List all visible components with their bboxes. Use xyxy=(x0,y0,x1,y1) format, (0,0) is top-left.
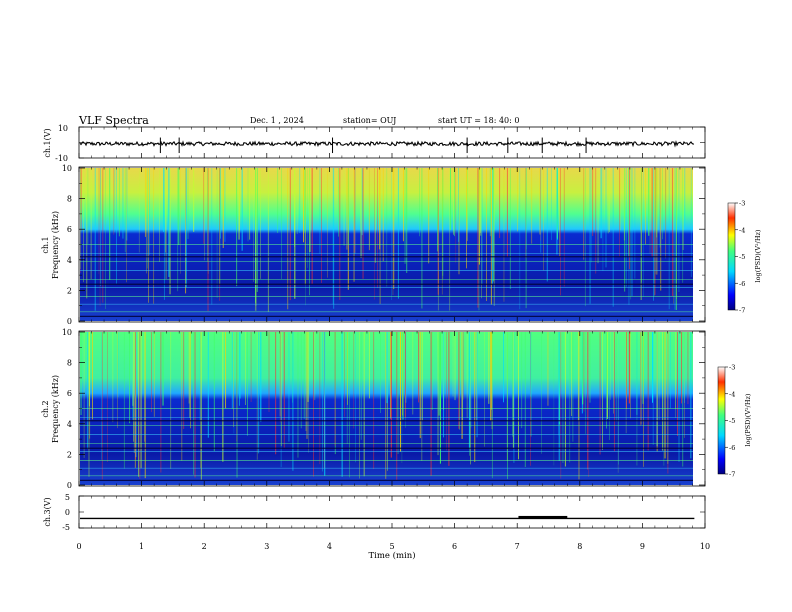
ch2-spectrogram-panel: 10 8 6 4 2 0 ch.2 Frequency (kHz) xyxy=(41,328,706,490)
colorbar-tick-label: -3 xyxy=(729,364,735,372)
xtick-label: 3 xyxy=(264,542,269,551)
ch1-colorbar-label: log(PSD)(V²/Hz) xyxy=(754,229,762,282)
ch2-spectrogram-yaxis: 10 8 6 4 2 0 xyxy=(62,328,705,490)
ch2-spectrogram-marks xyxy=(80,332,693,482)
freq-tick-label: 8 xyxy=(67,195,72,204)
xtick-label: 2 xyxy=(202,542,207,551)
ch3-ytick-bottom: -5 xyxy=(62,523,70,532)
xtick-label: 8 xyxy=(577,542,582,551)
ch1-ytick-bottom: -10 xyxy=(55,154,68,163)
ch2-spectrogram-ylabel-channel: ch.2 xyxy=(41,400,50,417)
ch1-spectrogram-ylabel-channel: ch.1 xyxy=(41,236,50,253)
freq-tick-label: 4 xyxy=(67,420,72,429)
ch3-ytick-middle: 0 xyxy=(65,508,70,517)
freq-tick-label: 2 xyxy=(67,286,72,295)
ch1-waveform-ylabel: ch.1(V) xyxy=(43,128,52,157)
xtick-label: 10 xyxy=(700,542,710,551)
xtick-label: 0 xyxy=(76,542,81,551)
start-time-label: start UT = 18: 40: 0 xyxy=(438,116,519,125)
colorbar-tick-label: -7 xyxy=(739,307,745,315)
xtick-label: 7 xyxy=(515,542,520,551)
xtick-label: 6 xyxy=(452,542,457,551)
xtick-label: 5 xyxy=(389,542,394,551)
colorbar-tick-label: -4 xyxy=(729,390,735,398)
ch1-colorbar: -3 -4 -5 -6 -7 log(PSD)(V²/Hz) xyxy=(727,200,762,315)
figure-title: VLF Spectra xyxy=(78,114,149,127)
ch2-colorbar-label: log(PSD)(V²/Hz) xyxy=(744,393,752,446)
ch2-colorbar-scale xyxy=(717,366,726,475)
colorbar-tick-label: -5 xyxy=(729,417,735,425)
time-axis-label: Time (min) xyxy=(368,550,415,561)
colorbar-tick-label: -6 xyxy=(729,444,735,452)
ch1-spectrogram-ylabel-frequency: Frequency (kHz) xyxy=(51,211,60,279)
xtick-label: 4 xyxy=(327,542,332,551)
freq-tick-label: 0 xyxy=(67,317,72,326)
ch1-spectrogram-yaxis: 10 8 6 4 2 0 xyxy=(62,164,705,326)
colorbar-tick-label: -6 xyxy=(739,280,745,288)
freq-tick-label: 4 xyxy=(67,256,72,265)
freq-tick-label: 10 xyxy=(62,328,72,337)
freq-tick-label: 2 xyxy=(67,450,72,459)
ch3-pulse-mark xyxy=(518,515,568,519)
ch2-colorbar: -3 -4 -5 -6 -7 log(PSD)(V²/Hz) xyxy=(717,364,752,479)
colorbar-tick-label: -5 xyxy=(739,253,745,261)
ch1-ytick-top: 10 xyxy=(58,124,68,133)
xtick-label: 1 xyxy=(139,542,144,551)
station-label: station= OUJ xyxy=(343,116,396,125)
ch1-waveform-trace xyxy=(79,126,705,159)
ch1-spectrogram-panel: 10 8 6 4 2 0 ch.1 Frequency (kHz) xyxy=(41,164,706,326)
time-axis: 0 1 2 3 4 5 6 7 8 9 10 xyxy=(76,127,710,551)
freq-tick-label: 6 xyxy=(67,389,72,398)
ch3-waveform-panel: 5 0 -5 ch.3(V) xyxy=(43,493,706,532)
ch1-colorbar-scale xyxy=(727,202,736,311)
ch2-spectrogram-ylabel-frequency: Frequency (kHz) xyxy=(51,375,60,443)
freq-tick-label: 8 xyxy=(67,359,72,368)
colorbar-tick-label: -3 xyxy=(739,200,745,208)
freq-tick-label: 10 xyxy=(62,164,72,173)
freq-tick-label: 6 xyxy=(67,225,72,234)
ch3-ytick-top: 5 xyxy=(65,493,70,502)
ch1-waveform-panel: 10 -10 ch.1(V) xyxy=(43,124,706,163)
freq-tick-label: 0 xyxy=(67,481,72,490)
ch1-spectrogram-marks xyxy=(80,168,693,318)
xtick-label: 9 xyxy=(640,542,645,551)
date-label: Dec. 1 , 2024 xyxy=(250,116,304,125)
colorbar-tick-label: -4 xyxy=(739,226,745,234)
ch3-waveform-ylabel: ch.3(V) xyxy=(43,497,52,526)
colorbar-tick-label: -7 xyxy=(729,471,735,479)
ch1-waveform-line xyxy=(79,140,695,148)
